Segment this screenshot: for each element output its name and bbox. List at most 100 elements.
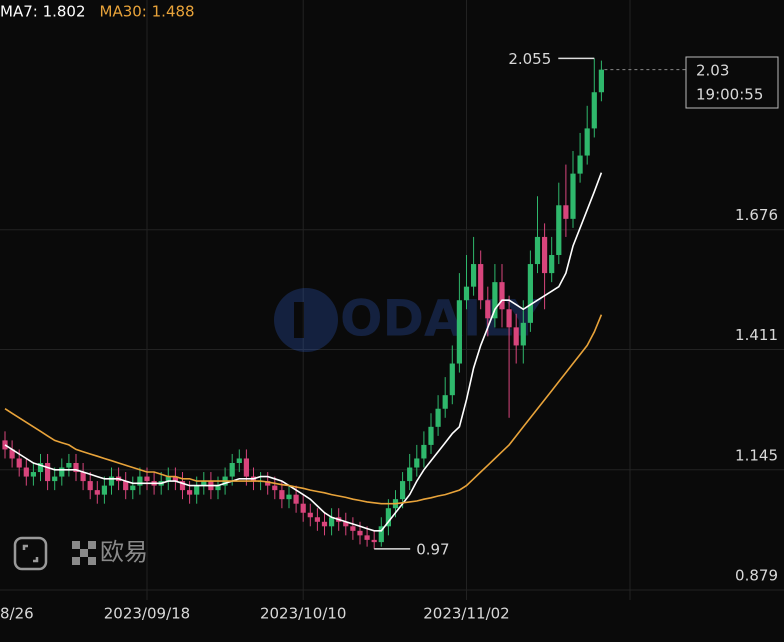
price-box-frame: [685, 56, 779, 109]
candle-body: [598, 69, 604, 93]
candle-body: [314, 517, 320, 522]
min-label: 0.97: [416, 540, 449, 558]
brand-logo: 欧易: [72, 538, 148, 566]
candle-body: [442, 395, 448, 409]
candle-body: [229, 462, 235, 477]
ma-line: [4, 172, 603, 532]
candle-body: [94, 490, 100, 495]
candle-body: [371, 539, 377, 543]
candle-body: [428, 426, 434, 445]
candle-body: [478, 264, 484, 301]
candle-body: [9, 449, 15, 459]
candle-body: [485, 300, 491, 319]
countdown: 19:00:55: [696, 86, 763, 104]
candle-body: [201, 481, 207, 486]
candle-body: [286, 494, 292, 500]
y-tick-label: 1.411: [735, 326, 778, 344]
candle-body: [59, 467, 65, 477]
watermark-logo: [274, 288, 338, 352]
max-label: 2.055: [508, 50, 551, 68]
candle-body: [414, 458, 420, 468]
candle-body: [385, 508, 391, 527]
candle-body: [123, 481, 129, 491]
x-tick-label: 2023/09/18: [104, 605, 190, 623]
candle-body: [321, 521, 328, 527]
candle-body: [80, 472, 86, 482]
ma-line: [4, 314, 603, 505]
legend-entry: MA7: 1.802: [0, 3, 86, 21]
candle-body: [570, 173, 576, 219]
candle-body: [577, 155, 583, 174]
candle-body: [16, 458, 22, 468]
candle-body: [563, 205, 569, 219]
candle-body: [73, 462, 79, 473]
x-tick-label: 2023/10/10: [260, 605, 346, 623]
candle-body: [421, 444, 427, 459]
candle-body: [378, 526, 384, 543]
candle-body: [449, 363, 455, 396]
candle-body: [407, 467, 413, 482]
legend-entry: MA30: 1.488: [100, 3, 195, 21]
marks: [2, 58, 604, 549]
candle-body: [343, 521, 349, 527]
candle-body: [101, 485, 107, 495]
candle-body: [87, 481, 93, 491]
candle-body: [279, 490, 285, 500]
candle-body: [52, 476, 58, 482]
candle-body: [527, 264, 533, 323]
candle-body: [300, 503, 306, 513]
y-tick-label: 1.676: [735, 206, 778, 224]
icon-frame: [13, 536, 48, 571]
candle-body: [23, 467, 29, 477]
candle-body: [30, 472, 36, 477]
candle-body: [172, 476, 178, 482]
candle-body: [357, 530, 363, 536]
watermark: ODAILY: [340, 290, 542, 348]
candle-body: [165, 476, 171, 482]
candle-body: [265, 481, 271, 486]
candle-body: [463, 286, 470, 301]
candle-body: [584, 128, 590, 156]
candle-body: [37, 462, 44, 473]
candle-body: [556, 205, 562, 256]
candle-body: [137, 476, 143, 486]
candle-body: [215, 485, 221, 491]
candle-body: [186, 490, 193, 495]
candle-body: [470, 264, 477, 287]
candle-body: [194, 485, 200, 495]
x-tick-label: 2023/11/02: [423, 605, 509, 623]
watermark-logo-cut: [294, 302, 304, 338]
candle-body: [328, 517, 335, 527]
candle-body: [179, 481, 186, 491]
candle-body: [236, 458, 242, 463]
candle-body: [243, 458, 249, 477]
candle-body: [520, 322, 526, 346]
candle-body: [534, 236, 541, 265]
candle-body: [456, 300, 462, 364]
y-tick-label: 0.879: [735, 567, 778, 585]
candle-body: [549, 255, 555, 274]
screenshot-icon: [13, 536, 48, 571]
candle-body: [591, 92, 597, 129]
brand-mark: [72, 541, 96, 565]
price-box: 2.03 19:00:55: [685, 56, 779, 109]
candle-body: [108, 476, 115, 486]
candle-body: [513, 327, 519, 346]
candle-body: [350, 526, 356, 531]
candle-body: [44, 462, 51, 482]
candle-body: [144, 476, 150, 482]
candle-body: [399, 481, 406, 500]
candle-body: [541, 236, 548, 274]
y-tick-label: 1.145: [735, 446, 778, 464]
candle-body: [435, 408, 441, 427]
brand-name: 欧易: [100, 538, 148, 566]
candle-body: [272, 485, 278, 491]
candle-body: [307, 512, 313, 518]
candle-body: [130, 485, 136, 491]
last-price: 2.03: [696, 62, 729, 80]
candle-body: [364, 535, 370, 540]
candle-body: [492, 282, 498, 319]
candle-body: [506, 309, 512, 328]
